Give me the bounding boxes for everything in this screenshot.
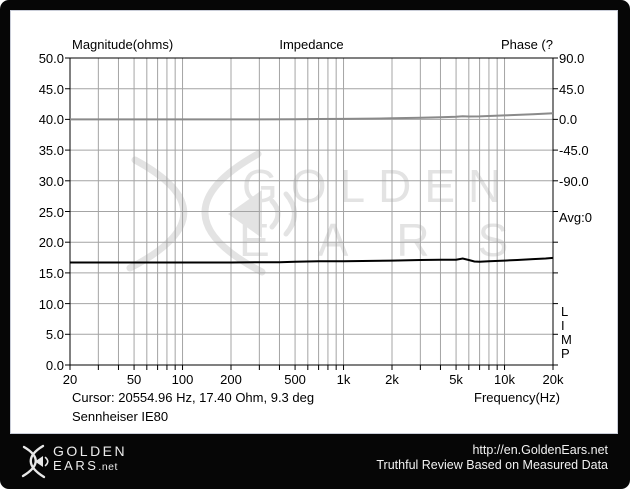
right-axis-tick-label: 90.0 [559, 51, 585, 66]
watermark-text-line1: GOLDEN [242, 160, 514, 212]
left-axis-tick-label: 25.0 [38, 204, 64, 220]
footer-brand-line2: EARS [53, 458, 99, 473]
left-axis-tick-label: 0.0 [45, 358, 64, 373]
limp-legend-letter: L [561, 304, 569, 319]
x-axis-tick-label: 20 [62, 372, 78, 387]
cursor-readout: Cursor: 20554.96 Hz, 17.40 Ohm, 9.3 deg [72, 390, 315, 405]
x-axis-tick-label: 100 [171, 372, 194, 387]
footer-tagline: Truthful Review Based on Measured Data [376, 457, 608, 472]
grid-lines [70, 58, 553, 365]
x-axis-tick-label: 500 [284, 372, 306, 387]
right-axis-tick-label: -45.0 [559, 143, 589, 159]
left-axis-tick-label: 15.0 [38, 265, 64, 281]
x-axis-tick-label: 2k [385, 372, 399, 387]
right-axis-tick-label: -90.0 [559, 173, 589, 189]
left-axis-tick-label: 40.0 [38, 112, 64, 128]
watermark-text-line2: EARS [239, 214, 556, 266]
logo-speaker-icon [35, 456, 43, 467]
left-axis-tick-label: 10.0 [38, 296, 64, 312]
phase-average-label: Avg:0 [559, 210, 593, 225]
watermark: GOLDEN EARS [126, 150, 556, 276]
x-axis-title: Frequency(Hz) [474, 390, 560, 405]
watermark-soundwave2-icon [283, 191, 297, 237]
right-axis-tick-label: 0.0 [559, 112, 578, 128]
footer-brand: GOLDEN EARS.net [53, 444, 127, 474]
limp-legend-letter: M [561, 332, 572, 347]
x-axis-tick-label: 200 [220, 372, 242, 387]
axis-tick-marks [65, 57, 558, 370]
footer-brand-line1: GOLDEN [53, 443, 128, 459]
left-axis-tick-label: 30.0 [38, 173, 64, 189]
watermark-logo-right-arc [201, 150, 266, 276]
x-axis-tick-label: 5k [449, 372, 463, 387]
chart-panel [10, 10, 618, 434]
footer-brand-suffix: .net [98, 461, 118, 473]
left-axis-title: Magnitude(ohms) [72, 37, 174, 52]
logo-left-arc [21, 445, 37, 478]
left-axis-tick-label: 45.0 [38, 81, 64, 97]
limp-legend-letter: P [561, 346, 570, 361]
phase-trace [70, 112, 554, 121]
footer-url: http://en.GoldenEars.net [472, 443, 608, 457]
left-axis-tick-label: 50.0 [38, 51, 64, 66]
right-axis-title: Phase (? [500, 37, 553, 52]
goldenears-logo-icon [21, 444, 49, 479]
watermark-logo-left-arc [126, 156, 188, 272]
right-axis-tick-label: 45.0 [559, 81, 585, 97]
x-axis-tick-label: 1k [336, 372, 351, 387]
x-axis-tick-label: 50 [126, 372, 142, 387]
x-axis-tick-label: 20k [542, 372, 564, 387]
logo-soundwave-icon [44, 456, 49, 467]
logo-right-arc [29, 444, 46, 479]
limp-legend-letter: I [561, 318, 565, 333]
device-label: Sennheiser IE80 [72, 409, 169, 424]
x-axis-tick-label: 10k [494, 372, 516, 387]
magnitude-trace [70, 256, 554, 264]
chart-title: Impedance [279, 37, 344, 52]
left-axis-tick-label: 35.0 [38, 143, 64, 159]
watermark-soundwave-icon [269, 198, 281, 230]
footer-right: http://en.GoldenEars.net Truthful Review… [376, 443, 608, 472]
watermark-speaker-icon [228, 190, 262, 238]
left-axis-tick-label: 20.0 [38, 235, 64, 251]
left-axis-tick-label: 5.0 [45, 327, 64, 343]
